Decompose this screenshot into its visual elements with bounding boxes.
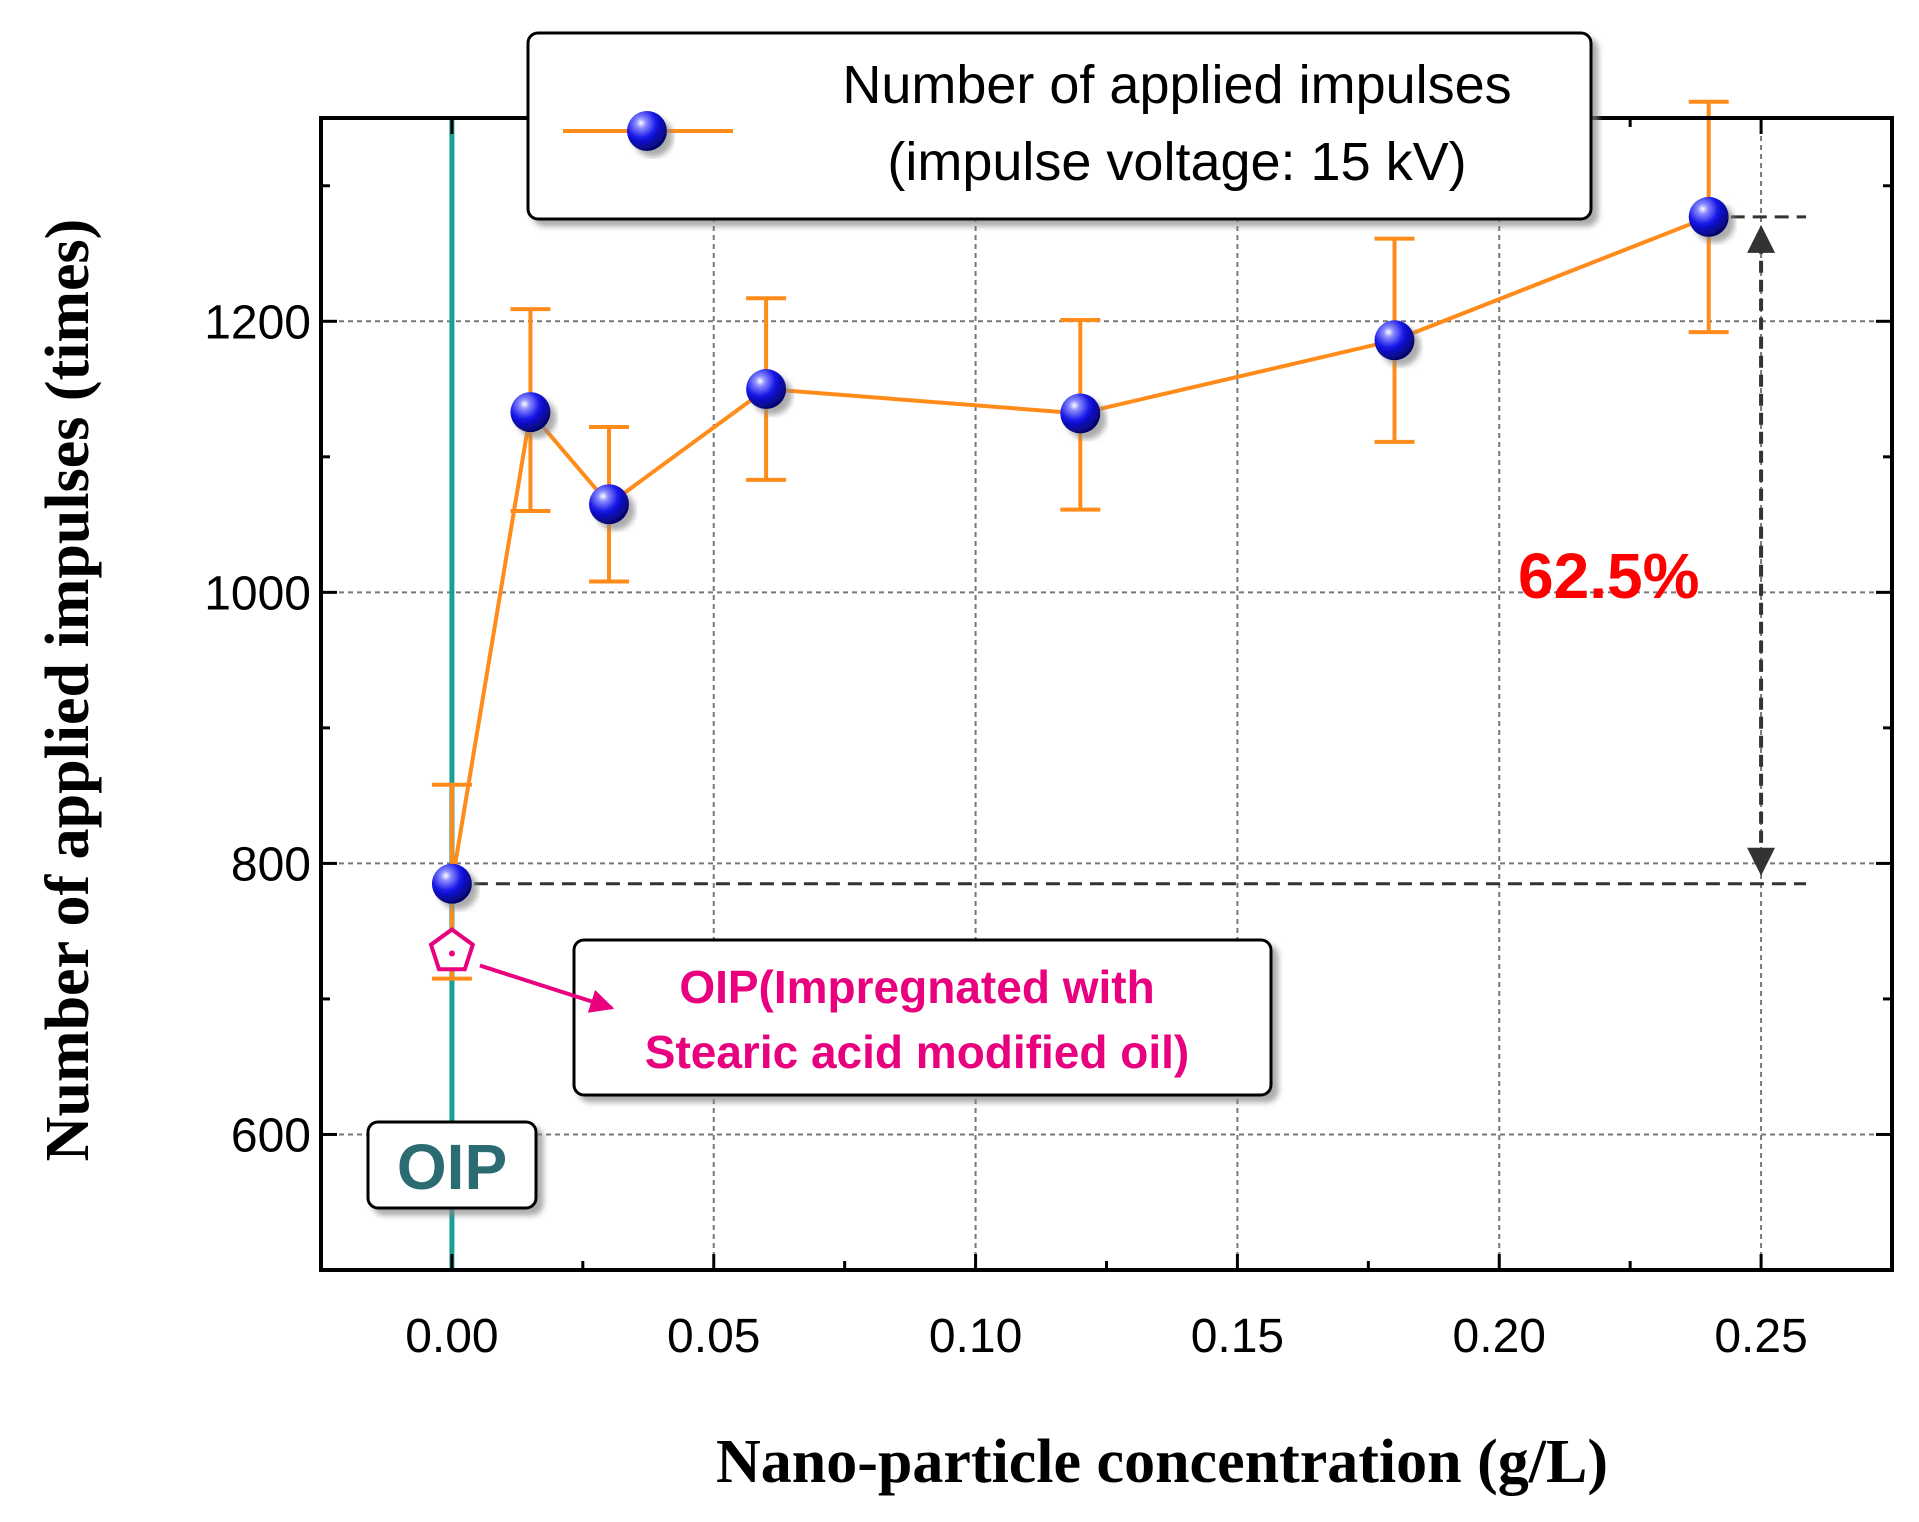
plot-frame <box>319 116 1894 1272</box>
y-axis-title: Number of applied impulses (times) <box>34 219 102 1162</box>
x-tick-label: 0.05 <box>667 1310 760 1363</box>
oip-label-box <box>366 1120 538 1210</box>
legend-label-line1: Number of applied impulses <box>842 55 1511 115</box>
stearic-oip-point <box>428 927 476 972</box>
legend-marker-sample <box>627 111 667 151</box>
reference-lines <box>449 118 1807 1270</box>
stearic-oip-point-center <box>448 950 455 957</box>
stearic-annotation: OIP(Impregnated with Stearic acid modifi… <box>479 938 1273 1097</box>
x-tick-label: 0.25 <box>1714 1310 1807 1363</box>
y-tick-label: 600 <box>231 1109 311 1162</box>
data-point <box>431 863 472 904</box>
stearic-annotation-box <box>572 938 1273 1097</box>
stearic-annotation-line2: Stearic acid modified oil) <box>645 1026 1189 1078</box>
y-tick-label: 800 <box>231 838 311 891</box>
data-point <box>589 484 630 525</box>
legend: Number of applied impulses (impulse volt… <box>526 31 1593 221</box>
stearic-annotation-arrow <box>479 963 615 1013</box>
data-point <box>746 369 787 410</box>
y-tick-label: 1200 <box>204 296 311 349</box>
legend-label-line2: (impulse voltage: 15 kV) <box>887 132 1466 192</box>
data-point <box>510 392 551 433</box>
x-tick-label: 0.15 <box>1191 1310 1284 1363</box>
grid <box>321 118 1892 1270</box>
x-axis-title: Nano-particle concentration (g/L) <box>716 1428 1608 1496</box>
data-point <box>1374 320 1415 361</box>
x-tick-label: 0.10 <box>929 1310 1022 1363</box>
oip-label: OIP <box>366 1120 538 1210</box>
data-point <box>1060 393 1101 434</box>
legend-box <box>526 31 1593 221</box>
x-tick-label: 0.20 <box>1453 1310 1546 1363</box>
data-point <box>1688 196 1729 237</box>
axis-ticks: 0.00 0.05 0.10 0.15 0.20 0.25 600 800 1000 1200 <box>204 118 1892 1363</box>
y-tick-label: 1000 <box>204 567 311 620</box>
x-tick-label: 0.00 <box>405 1310 498 1363</box>
stearic-annotation-line1: OIP(Impregnated with <box>679 961 1154 1013</box>
data-series <box>428 99 1729 981</box>
percent-increase-label: 62.5% <box>1518 540 1699 612</box>
oip-label-text: OIP <box>397 1131 507 1203</box>
